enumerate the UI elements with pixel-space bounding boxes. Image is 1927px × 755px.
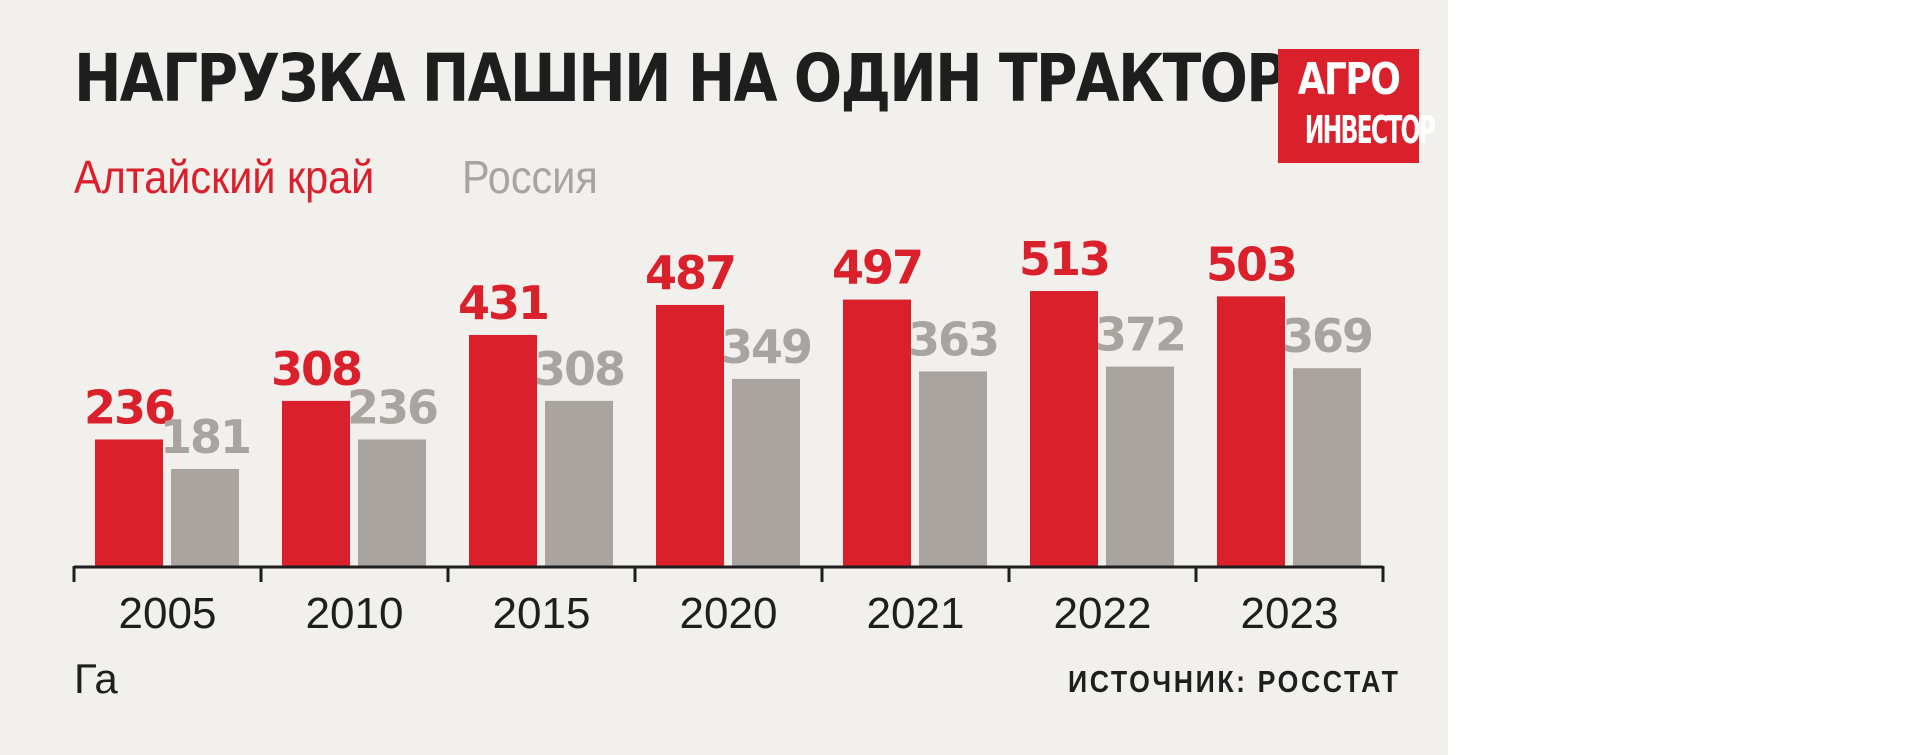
value-label-altai-2005: 236 bbox=[84, 380, 174, 434]
source-note: ИСТОЧНИК: РОССТАТ bbox=[1068, 664, 1401, 699]
value-label-altai-2023: 503 bbox=[1206, 237, 1296, 291]
value-label-altai-2021: 497 bbox=[832, 241, 922, 295]
chart-card: НАГРУЗКА ПАШНИ НА ОДИН ТРАКТОР АГРО ИНВЕ… bbox=[0, 0, 1448, 755]
bar-russia-2005 bbox=[171, 468, 239, 566]
bar-russia-2022 bbox=[1106, 366, 1174, 566]
bar-altai-2010 bbox=[282, 400, 350, 566]
bar-russia-2021 bbox=[919, 371, 987, 566]
legend-russia: Россия bbox=[462, 151, 598, 203]
x-tick-label-2021: 2021 bbox=[867, 589, 965, 638]
bar-altai-2005 bbox=[95, 439, 163, 566]
value-label-altai-2015: 431 bbox=[458, 276, 548, 330]
bar-altai-2021 bbox=[843, 299, 911, 566]
bar-altai-2020 bbox=[656, 304, 724, 566]
unit-label: Га bbox=[74, 655, 118, 702]
x-tick-label-2015: 2015 bbox=[493, 589, 591, 638]
value-label-altai-2010: 308 bbox=[271, 342, 361, 396]
logo-line-1: АГРО bbox=[1297, 54, 1401, 105]
value-label-russia-2022: 372 bbox=[1095, 308, 1185, 362]
value-label-russia-2021: 363 bbox=[908, 312, 998, 366]
agroinvestor-logo: АГРО ИНВЕСТОР bbox=[1278, 49, 1436, 163]
x-tick-label-2020: 2020 bbox=[680, 589, 778, 638]
x-tick-label-2005: 2005 bbox=[119, 589, 217, 638]
value-label-russia-2005: 181 bbox=[160, 410, 250, 464]
value-label-russia-2015: 308 bbox=[534, 342, 624, 396]
bar-chart: 2361813082364313084873494973635133725033… bbox=[72, 232, 1385, 638]
bar-russia-2023 bbox=[1293, 368, 1361, 566]
value-label-russia-2023: 369 bbox=[1282, 309, 1372, 363]
bar-russia-2020 bbox=[732, 378, 800, 566]
value-label-russia-2020: 349 bbox=[721, 320, 811, 374]
bar-altai-2015 bbox=[469, 334, 537, 566]
value-label-altai-2020: 487 bbox=[645, 246, 735, 300]
bar-russia-2010 bbox=[358, 439, 426, 566]
x-tick-label-2010: 2010 bbox=[306, 589, 404, 638]
chart-title: НАГРУЗКА ПАШНИ НА ОДИН ТРАКТОР bbox=[74, 40, 1288, 117]
legend-altai: Алтайский край bbox=[74, 151, 375, 203]
x-tick-label-2022: 2022 bbox=[1054, 589, 1152, 638]
value-label-altai-2022: 513 bbox=[1019, 232, 1109, 286]
bar-altai-2023 bbox=[1217, 296, 1285, 566]
value-label-russia-2010: 236 bbox=[347, 380, 437, 434]
bar-russia-2015 bbox=[545, 400, 613, 566]
bar-altai-2022 bbox=[1030, 291, 1098, 566]
x-tick-label-2023: 2023 bbox=[1241, 589, 1339, 638]
